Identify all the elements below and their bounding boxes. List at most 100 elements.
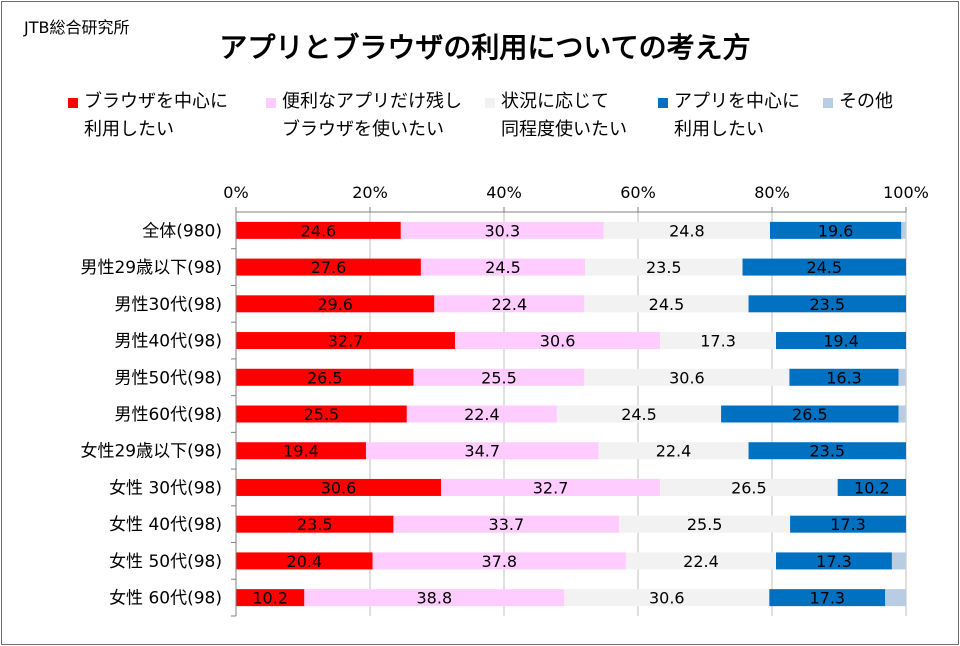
category-label: 女性 30代(98)	[109, 478, 222, 498]
bar-segment	[236, 552, 373, 570]
bar-segment	[885, 589, 906, 607]
bar-segment	[769, 589, 886, 607]
bar-segment	[393, 515, 620, 533]
bar-segment	[400, 221, 604, 239]
data-label: 32.7	[328, 332, 364, 351]
data-label: 24.5	[485, 258, 521, 277]
data-label: 24.5	[621, 405, 657, 424]
bar-segment	[455, 332, 661, 350]
category-label: 女性29歳以下(98)	[80, 442, 222, 462]
legend-swatch	[658, 98, 668, 108]
data-label: 17.3	[700, 332, 736, 351]
bar-segment	[564, 589, 770, 607]
data-label: 16.3	[826, 368, 862, 387]
bar-segment	[585, 258, 743, 276]
data-label: 30.3	[485, 221, 521, 240]
x-tick-label: 40%	[486, 183, 522, 202]
legend-label: アプリを中心に 利用したい	[674, 91, 800, 140]
category-label: 女性 50代(98)	[109, 552, 222, 572]
category-label: 男性30代(98)	[114, 295, 222, 315]
bar-segment	[625, 552, 777, 570]
data-label: 30.6	[540, 332, 576, 351]
bar-segment	[776, 332, 906, 350]
category-label: 男性50代(98)	[114, 368, 222, 388]
chart-title: アプリとブラウザの利用についての考え方	[219, 31, 751, 64]
data-label: 23.5	[297, 515, 333, 534]
data-label: 25.5	[687, 515, 723, 534]
bar-segment	[790, 515, 906, 533]
data-label: 26.5	[731, 478, 767, 497]
data-label: 17.3	[816, 552, 852, 571]
data-label: 10.2	[252, 589, 288, 608]
bar-segment	[742, 258, 906, 276]
bar-segment	[598, 442, 749, 460]
data-label: 38.8	[417, 589, 453, 608]
legend-swatch	[823, 98, 833, 108]
legend-label: その他	[839, 91, 893, 112]
x-tick-label: 60%	[620, 183, 656, 202]
bar-segment	[898, 368, 906, 386]
source-label: JTB総合研究所	[24, 18, 130, 37]
data-label: 19.4	[283, 442, 319, 461]
bar-segment	[236, 221, 401, 239]
data-label: 30.6	[669, 368, 705, 387]
data-label: 34.7	[464, 442, 500, 461]
legend-label: 便利なアプリだけ残し ブラウザを使いたい	[282, 91, 462, 140]
bar-segment	[441, 478, 661, 496]
data-label: 24.8	[669, 221, 705, 240]
legend-label: 状況に応じて 同程度使いたい	[501, 91, 627, 140]
bar-segment	[434, 295, 585, 313]
bar-segment	[372, 552, 626, 570]
data-label: 22.4	[464, 405, 500, 424]
data-label: 25.5	[304, 405, 340, 424]
data-label: 17.3	[830, 515, 866, 534]
bar-segment	[236, 332, 456, 350]
bar-segment	[406, 405, 557, 423]
bar-segment	[603, 221, 770, 239]
category-label: 女性 40代(98)	[109, 515, 222, 535]
data-label: 29.6	[317, 295, 353, 314]
legend-swatch	[485, 98, 495, 108]
bar-segment	[236, 589, 305, 607]
bar-segment	[584, 295, 749, 313]
data-label: 24.6	[301, 221, 337, 240]
category-label: 全体(980)	[142, 221, 222, 241]
bar-segment	[304, 589, 565, 607]
data-label: 24.5	[649, 295, 685, 314]
data-label: 23.5	[809, 295, 845, 314]
bar-segment	[769, 221, 902, 239]
bar-segment	[837, 478, 906, 496]
bar-segment	[236, 515, 394, 533]
data-label: 22.4	[492, 295, 528, 314]
data-label: 26.5	[307, 368, 343, 387]
bar-segment	[721, 405, 899, 423]
bar-segment	[898, 405, 906, 423]
bar-segment	[584, 368, 790, 386]
bar-segment	[420, 258, 586, 276]
category-label: 男性40代(98)	[114, 332, 222, 352]
legend-label: ブラウザを中心に 利用したい	[84, 91, 228, 140]
data-label: 23.5	[809, 442, 845, 461]
data-label: 20.4	[287, 552, 323, 571]
bar-segment	[365, 442, 599, 460]
data-label: 22.4	[656, 442, 692, 461]
data-label: 24.5	[806, 258, 842, 277]
bar-segment	[236, 258, 421, 276]
bar-segment	[660, 332, 777, 350]
data-label: 23.5	[646, 258, 682, 277]
legend-swatch	[68, 98, 78, 108]
bar-segment	[236, 295, 435, 313]
bar-segment	[748, 442, 906, 460]
bar-segment	[789, 368, 899, 386]
data-label: 25.5	[481, 368, 517, 387]
category-label: 男性29歳以下(98)	[80, 258, 222, 278]
bar-segment	[776, 552, 892, 570]
data-label: 33.7	[489, 515, 525, 534]
bar-segment	[619, 515, 791, 533]
data-label: 30.6	[649, 589, 685, 608]
x-tick-label: 100%	[883, 183, 929, 202]
data-label: 19.4	[823, 332, 859, 351]
data-label: 10.2	[854, 478, 890, 497]
